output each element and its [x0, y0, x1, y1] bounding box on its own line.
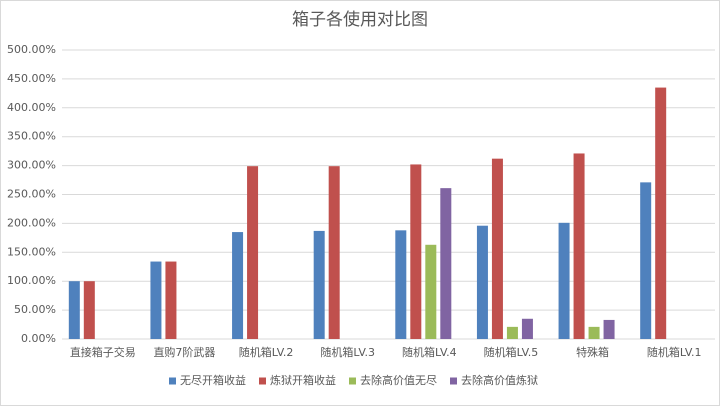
legend-label: 无尽开箱收益 [180, 373, 246, 387]
bar [440, 188, 452, 339]
y-tick-label: 450.00% [7, 72, 56, 85]
bar [68, 281, 80, 339]
y-tick-label: 100.00% [7, 274, 56, 287]
legend-label: 去除高价值炼狱 [461, 373, 538, 387]
legend-label: 去除高价值无尽 [360, 373, 437, 387]
bar [655, 87, 667, 339]
x-tick-label: 随机箱LV.3 [320, 345, 375, 359]
y-tick-label: 200.00% [7, 216, 56, 229]
x-tick-label: 特殊箱 [576, 345, 609, 359]
bar [603, 319, 615, 339]
bar [313, 230, 325, 339]
bar [588, 326, 600, 339]
x-tick-label: 直接箱子交易 [70, 345, 136, 359]
legend-label: 炼狱开箱收益 [270, 373, 336, 387]
bar [410, 164, 422, 339]
bar [558, 222, 570, 339]
legend-swatch [349, 377, 356, 385]
y-tick-label: 50.00% [14, 303, 56, 316]
chart-title: 箱子各使用对比图 [292, 9, 428, 30]
bar [328, 166, 340, 339]
bar [150, 261, 162, 339]
bar [476, 225, 488, 339]
y-tick-label: 250.00% [7, 188, 56, 201]
bar [506, 326, 518, 339]
bar [83, 281, 95, 339]
bar [165, 261, 177, 339]
y-tick-label: 300.00% [7, 159, 56, 172]
y-tick-label: 0.00% [21, 332, 56, 345]
bar [521, 318, 533, 339]
legend-swatch [259, 377, 266, 385]
bar [395, 230, 407, 339]
y-tick-label: 350.00% [7, 130, 56, 143]
y-tick-label: 150.00% [7, 245, 56, 258]
legend-swatch [169, 377, 176, 385]
bar [573, 153, 585, 339]
x-tick-label: 随机箱LV.1 [647, 345, 702, 359]
bar [247, 166, 259, 339]
y-tick-label: 400.00% [7, 101, 56, 114]
bar [425, 244, 437, 339]
bar [491, 158, 503, 339]
x-tick-label: 直购7阶武器 [153, 345, 215, 359]
x-tick-label: 随机箱LV.2 [239, 345, 294, 359]
y-tick-label: 500.00% [7, 43, 56, 56]
legend-swatch [450, 377, 457, 385]
bar [232, 232, 244, 339]
x-tick-label: 随机箱LV.4 [402, 345, 457, 359]
x-tick-label: 随机箱LV.5 [484, 345, 539, 359]
bar [640, 182, 652, 339]
